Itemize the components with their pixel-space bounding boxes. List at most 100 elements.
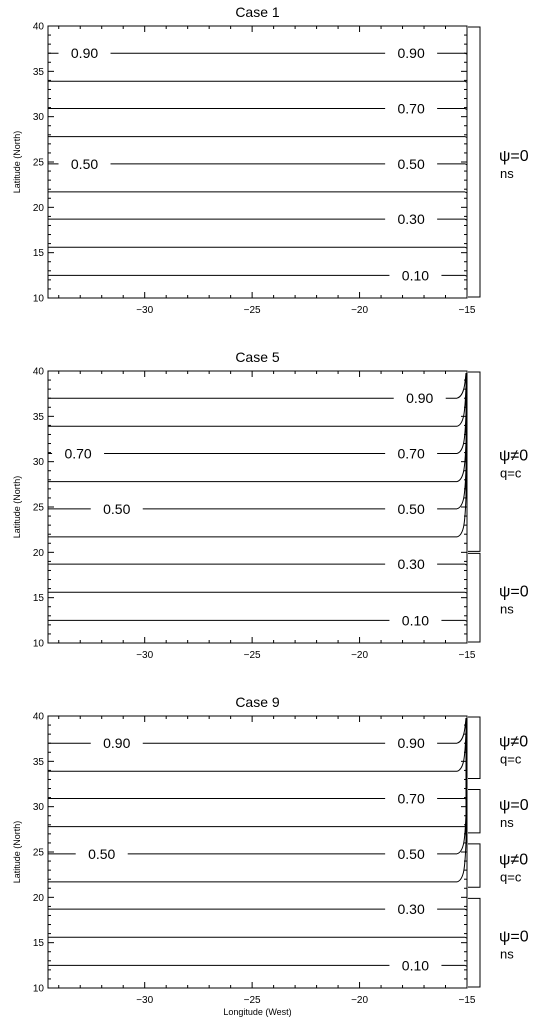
contour-line [48,591,468,594]
y-tick-label: 35 [33,67,45,78]
contour-line [48,718,467,772]
y-tick-label: 30 [33,802,45,813]
contour-line [48,218,468,221]
contour-line [48,936,468,939]
contour-line [48,246,468,249]
contour-label: 0.70 [64,446,91,462]
y-tick-label: 15 [33,938,45,949]
contour-label: 0.50 [398,501,425,517]
y-axis-label: Latitude (North) [12,821,22,884]
contour-label: 0.50 [71,156,98,172]
x-tick-label: −30 [136,305,153,316]
chart-panel-1: Case 1 −30 −25 −20 −15 10 15 20 25 30 35 40 Latitude… [12,4,529,316]
contour-label: 0.90 [103,735,130,751]
y-tick-label: 25 [33,848,45,859]
x-tick-label: −30 [136,650,153,661]
contour-label: 0.50 [103,501,130,517]
region-sublabel: ns [500,166,514,181]
contour-line [48,372,467,399]
contour-label: 0.90 [398,735,425,751]
contour-label: 0.10 [402,267,429,283]
contour-line [48,163,468,166]
y-tick-label: 25 [33,158,45,169]
chart-title: Case 1 [235,4,280,20]
contour-line [48,108,468,110]
x-tick-label: −25 [244,995,261,1006]
region-sublabel: ns [500,947,514,962]
contour-line [48,798,468,800]
region-label: ψ≠0 [499,734,528,751]
x-tick-label: −20 [351,305,368,316]
contour-label: 0.30 [398,901,425,917]
chart-title: Case 5 [235,349,280,365]
contour-label: 0.50 [398,156,425,172]
y-tick-label: 30 [33,112,45,123]
y-tick-label: 10 [33,639,45,650]
contour-label: 0.30 [398,211,425,227]
y-tick-label: 40 [33,22,45,33]
x-tick-label: −20 [351,650,368,661]
contour-label: 0.10 [402,612,429,628]
region-bracket [468,552,481,643]
contour-label: 0.90 [406,390,433,406]
contour-label: 0.70 [398,101,425,117]
y-tick-label: 15 [33,248,45,259]
region-label: ψ≠0 [499,448,528,465]
contour-line [48,718,467,855]
contour-line [48,619,468,622]
y-tick-label: 35 [33,757,45,768]
y-tick-label: 40 [33,367,45,378]
y-tick-label: 10 [33,294,45,305]
y-tick-label: 10 [33,984,45,995]
region-bracket [468,897,481,988]
contour-line [48,52,468,55]
x-tick-label: −30 [136,995,153,1006]
chart-panel-2: Case 5 −30 −25 −20 −15 10 15 20 25 30 35 40 Latitude… [12,349,529,661]
contour-line [48,373,467,483]
contour-label: 0.90 [398,45,425,61]
contour-line [48,136,468,139]
region-label: ψ=0 [499,584,529,601]
contour-line [48,191,468,194]
x-tick-label: −20 [351,995,368,1006]
contour-line [48,373,467,427]
contour-line [48,373,467,510]
contour-label: 0.90 [71,45,98,61]
chart-panel-3: Case 9 −30 −25 −20 −15 10 15 20 25 30 35 40 Latitude… [12,694,529,1017]
y-tick-label: 30 [33,457,45,468]
region-sublabel: q=c [500,466,522,481]
contour-line [48,563,468,566]
region-sublabel: ns [500,815,514,830]
x-tick-label: −25 [244,650,261,661]
y-tick-label: 20 [33,893,45,904]
x-tick-label: −15 [459,305,476,316]
region-label: ψ=0 [499,797,529,814]
contour-line [48,373,467,538]
contour-line [48,274,468,277]
y-tick-label: 40 [33,712,45,723]
contour-label: 0.70 [398,446,425,462]
x-tick-label: −15 [459,650,476,661]
y-tick-label: 20 [33,548,45,559]
y-tick-label: 35 [33,412,45,423]
region-bracket [468,716,481,779]
x-axis-label: Longitude (West) [223,1007,291,1017]
contour-label: 0.70 [398,791,425,807]
contour-label: 0.10 [402,957,429,973]
y-tick-label: 25 [33,503,45,514]
chart-title: Case 9 [235,694,280,710]
contour-line [48,80,468,83]
region-sublabel: q=c [500,870,522,885]
contour-label: 0.50 [88,846,115,862]
region-bracket [468,26,481,298]
x-tick-label: −25 [244,305,261,316]
region-sublabel: ns [500,602,514,617]
contour-label: 0.50 [398,846,425,862]
contour-line [48,964,468,967]
contour-line [48,826,468,829]
contour-line [48,908,468,911]
y-tick-label: 15 [33,593,45,604]
y-axis-label: Latitude (North) [12,131,22,194]
region-label: ψ=0 [499,929,529,946]
